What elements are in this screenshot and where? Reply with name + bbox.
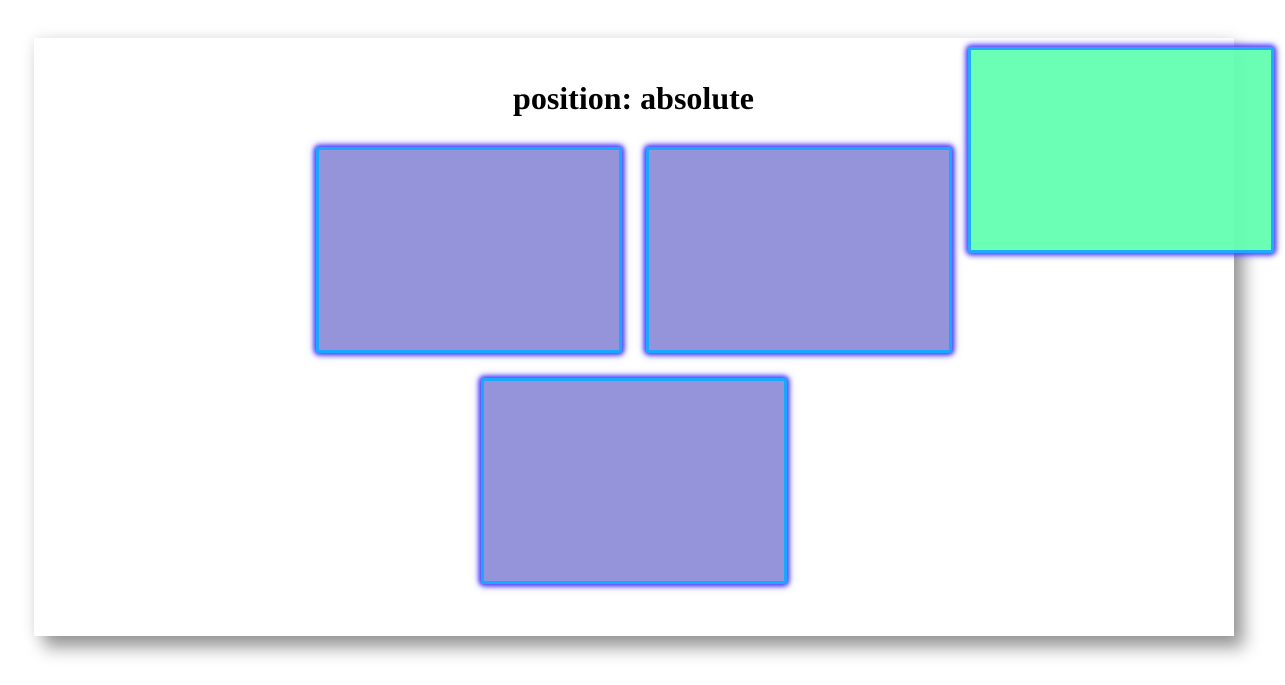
page-title: position: absolute xyxy=(513,80,754,116)
absolute-positioned-box xyxy=(968,47,1274,253)
static-box-1 xyxy=(316,147,622,353)
static-box-3 xyxy=(481,378,787,584)
static-box-2 xyxy=(646,147,952,353)
